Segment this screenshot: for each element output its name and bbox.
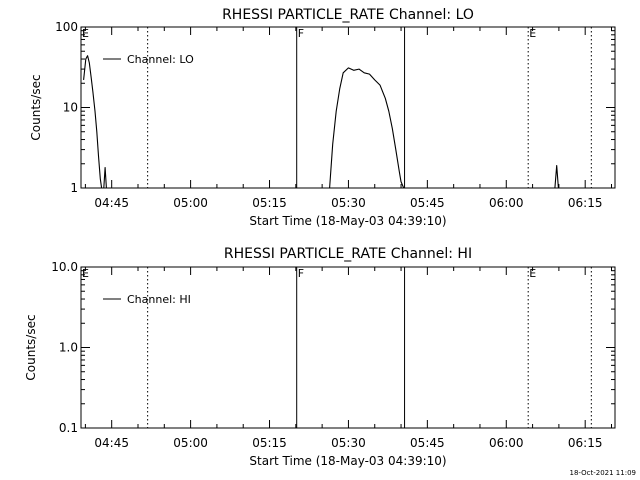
series-line — [329, 67, 405, 189]
x-tick-label: 05:00 — [173, 196, 208, 210]
y-axis-label: Counts/sec — [29, 74, 43, 140]
series-line — [103, 166, 107, 189]
event-label: E — [529, 27, 536, 40]
y-tick-label: 1.0 — [59, 341, 78, 355]
event-label: E — [82, 267, 89, 280]
x-tick-label: 05:00 — [173, 436, 208, 450]
lo-channel-panel: RHESSI PARTICLE_RATE Channel: LO Start Ti… — [29, 7, 616, 228]
timestamp: 18-Oct-2021 11:09 — [570, 469, 636, 477]
y-tick-label: 10.0 — [51, 260, 78, 274]
x-tick-label: 05:30 — [331, 196, 366, 210]
x-tick-label: 06:00 — [489, 196, 524, 210]
event-label: E — [82, 27, 89, 40]
y-axis-label: Counts/sec — [24, 314, 38, 380]
event-label: F — [298, 267, 304, 280]
x-tick-label: 06:15 — [568, 196, 603, 210]
x-tick-label: 05:30 — [331, 436, 366, 450]
x-tick-label: 06:00 — [489, 436, 524, 450]
y-tick-label: 1 — [70, 181, 78, 195]
plot-frame — [80, 26, 616, 189]
chart-title: RHESSI PARTICLE_RATE Channel: LO — [222, 7, 474, 23]
event-label: F — [298, 27, 304, 40]
x-tick-label: 06:15 — [568, 436, 603, 450]
x-tick-label: 04:45 — [94, 436, 129, 450]
x-tick-label: 04:45 — [94, 196, 129, 210]
y-tick-label: 100 — [55, 20, 78, 34]
x-axis-label: Start Time (18-May-03 04:39:10) — [249, 214, 446, 228]
y-tick-label: 10 — [63, 101, 78, 115]
x-tick-label: 05:45 — [410, 436, 445, 450]
legend-label: Channel: HI — [127, 293, 191, 306]
x-tick-label: 05:45 — [410, 196, 445, 210]
series-line — [554, 165, 559, 189]
chart-title: RHESSI PARTICLE_RATE Channel: HI — [224, 246, 472, 262]
legend-label: Channel: LO — [127, 53, 194, 66]
hi-channel-panel: RHESSI PARTICLE_RATE Channel: HI Start Ti… — [24, 246, 616, 468]
event-label: E — [529, 267, 536, 280]
x-tick-label: 05:15 — [252, 436, 287, 450]
x-tick-label: 05:15 — [252, 196, 287, 210]
series-line — [83, 55, 103, 189]
plot-frame — [80, 266, 616, 429]
x-axis-label: Start Time (18-May-03 04:39:10) — [249, 454, 446, 468]
y-tick-label: 0.1 — [59, 421, 78, 435]
